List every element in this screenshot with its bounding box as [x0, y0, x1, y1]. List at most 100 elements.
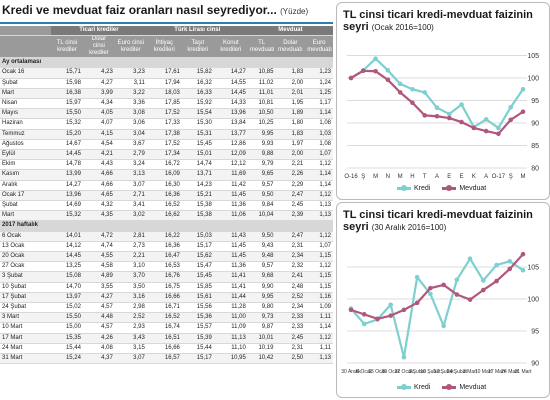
column-header: Dolar mevduatı — [275, 35, 306, 59]
table-cell: 1,13 — [305, 200, 333, 212]
row-label: 13 Ocak — [0, 241, 52, 253]
table-cell: 14,78 — [51, 159, 83, 171]
row-label: Mayıs — [0, 108, 52, 120]
table-cell: 16,52 — [146, 200, 182, 212]
table-cell: 16,71 — [146, 302, 182, 314]
table-cell: 1,14 — [305, 180, 333, 191]
table-cell: 15,35 — [51, 333, 83, 344]
table-cell: 2,52 — [275, 292, 306, 304]
table-row: Ağustos 14,67 4,54 3,67 17,52 15,45 12,86 9,93 1… — [0, 139, 333, 151]
table-cell: 16,22 — [146, 231, 182, 242]
column-header: Taşıt kredileri — [181, 35, 214, 59]
series-line-kredi — [350, 257, 524, 359]
data-point-kredi — [410, 86, 415, 92]
table-cell: 4,37 — [82, 353, 115, 365]
table-cell: 9,57 — [247, 261, 276, 273]
y-tick-label: 105 — [527, 265, 539, 272]
table-cell: 15,97 — [51, 98, 83, 110]
table-row: Mart 16,38 3,99 3,22 18,03 16,33 14,45 11,01 2,0… — [0, 88, 333, 100]
table-row: Nisan 15,97 4,34 3,36 17,85 15,92 14,33 10,81 1,… — [0, 98, 333, 110]
table-cell: 13,96 — [213, 108, 248, 120]
table-cell: 4,34 — [82, 98, 115, 110]
data-point-mevduat — [459, 119, 464, 125]
table-cell: 3,11 — [114, 78, 147, 89]
table-cell: 1,80 — [275, 118, 306, 130]
table-cell: 1,16 — [305, 292, 333, 304]
table-cell: 10,95 — [213, 353, 248, 365]
table-cell: 2,34 — [275, 302, 306, 314]
table-cell: 4,35 — [82, 210, 115, 222]
table-cell: 10,19 — [247, 343, 276, 355]
chart-unit: (Ocak 2016=100) — [371, 23, 434, 32]
data-point-kredi — [520, 86, 526, 92]
table-row: Eylül 14,45 4,21 2,79 17,34 15,01 12,09 9,88 2,0… — [0, 149, 333, 161]
legend-label: Kredi — [414, 384, 431, 391]
table-cell: 16,51 — [146, 333, 182, 344]
table-cell: 9,57 — [247, 180, 276, 191]
data-point-mevduat — [422, 113, 428, 118]
table-cell: 1,03 — [305, 129, 333, 140]
corner-cell — [0, 35, 52, 59]
table-cell: 4,66 — [82, 180, 115, 191]
table-cell: 15,32 — [51, 118, 83, 130]
table-cell: 15,32 — [51, 210, 83, 222]
table-cell: 1,15 — [305, 251, 333, 263]
table-cell: 1,12 — [305, 159, 333, 171]
table-cell: 4,66 — [82, 169, 115, 181]
table-cell: 14,12 — [51, 241, 83, 253]
x-tick-label: H — [410, 174, 414, 180]
data-point-mevduat — [471, 125, 477, 131]
table-cell: 3,99 — [82, 88, 115, 100]
table-cell: 15,56 — [181, 302, 214, 314]
table-cell: 2,21 — [275, 159, 306, 171]
table-cell: 11,02 — [247, 78, 276, 89]
row-label: Haziran — [0, 118, 52, 130]
table-cell: 11,45 — [213, 190, 248, 202]
table-cell: 9,65 — [247, 169, 276, 181]
table-cell: 14,01 — [51, 231, 83, 242]
row-label: 6 Ocak — [0, 231, 52, 242]
table-cell: 3,50 — [114, 282, 147, 293]
data-point-kredi — [508, 104, 514, 110]
table-cell: 9,88 — [247, 149, 276, 161]
row-label: 27 Ocak — [0, 261, 52, 273]
data-point-mevduat — [410, 100, 415, 106]
y-tick-label: 95 — [531, 329, 539, 336]
table-cell: 16,74 — [146, 322, 182, 334]
data-point-kredi — [361, 321, 367, 327]
table-cell: 2,50 — [275, 353, 306, 365]
table-cell: 3,23 — [114, 67, 147, 79]
table-cell: 10,50 — [247, 108, 276, 120]
table-cell: 1,24 — [305, 78, 333, 89]
unit-text: (Yüzde) — [280, 7, 309, 16]
table-cell: 4,07 — [82, 118, 115, 130]
table-row: 24 Şubat 15,02 4,57 2,98 16,71 15,56 11,28 9,80… — [0, 302, 333, 314]
data-point-mevduat — [481, 287, 486, 293]
table-cell: 1,14 — [305, 169, 333, 181]
table-cell: 4,65 — [82, 190, 115, 202]
data-point-kredi — [507, 258, 513, 264]
table-cell: 2,45 — [275, 333, 306, 344]
table-cell: 2,21 — [114, 251, 147, 263]
table-row: Şubat 15,98 4,27 3,11 17,94 16,32 14,55 11,02 2,… — [0, 78, 333, 89]
table-cell: 2,34 — [275, 251, 306, 263]
row-label: Eylül — [0, 149, 52, 161]
data-point-mevduat — [520, 251, 526, 257]
y-tick-label: 95 — [531, 98, 539, 105]
table-cell: 16,75 — [146, 282, 182, 293]
table-cell: 4,15 — [82, 129, 115, 140]
table-cell: 4,89 — [82, 271, 115, 283]
table-cell: 10,85 — [247, 67, 276, 79]
table-cell: 10,42 — [247, 353, 276, 365]
table-cell: 3,07 — [114, 180, 147, 191]
section-label: Ay ortalaması — [0, 57, 333, 69]
table-cell: 3,67 — [114, 139, 147, 151]
table-cell: 11,41 — [213, 271, 248, 283]
table-cell: 9,95 — [247, 292, 276, 304]
x-tick-label: 31 Mart — [515, 369, 533, 375]
legend-swatch — [397, 185, 411, 191]
table-cell: 17,52 — [146, 139, 182, 151]
legend-item: Mevduat — [442, 185, 486, 192]
table-cell: 11,43 — [213, 231, 248, 242]
table-cell: 2,33 — [275, 322, 306, 334]
